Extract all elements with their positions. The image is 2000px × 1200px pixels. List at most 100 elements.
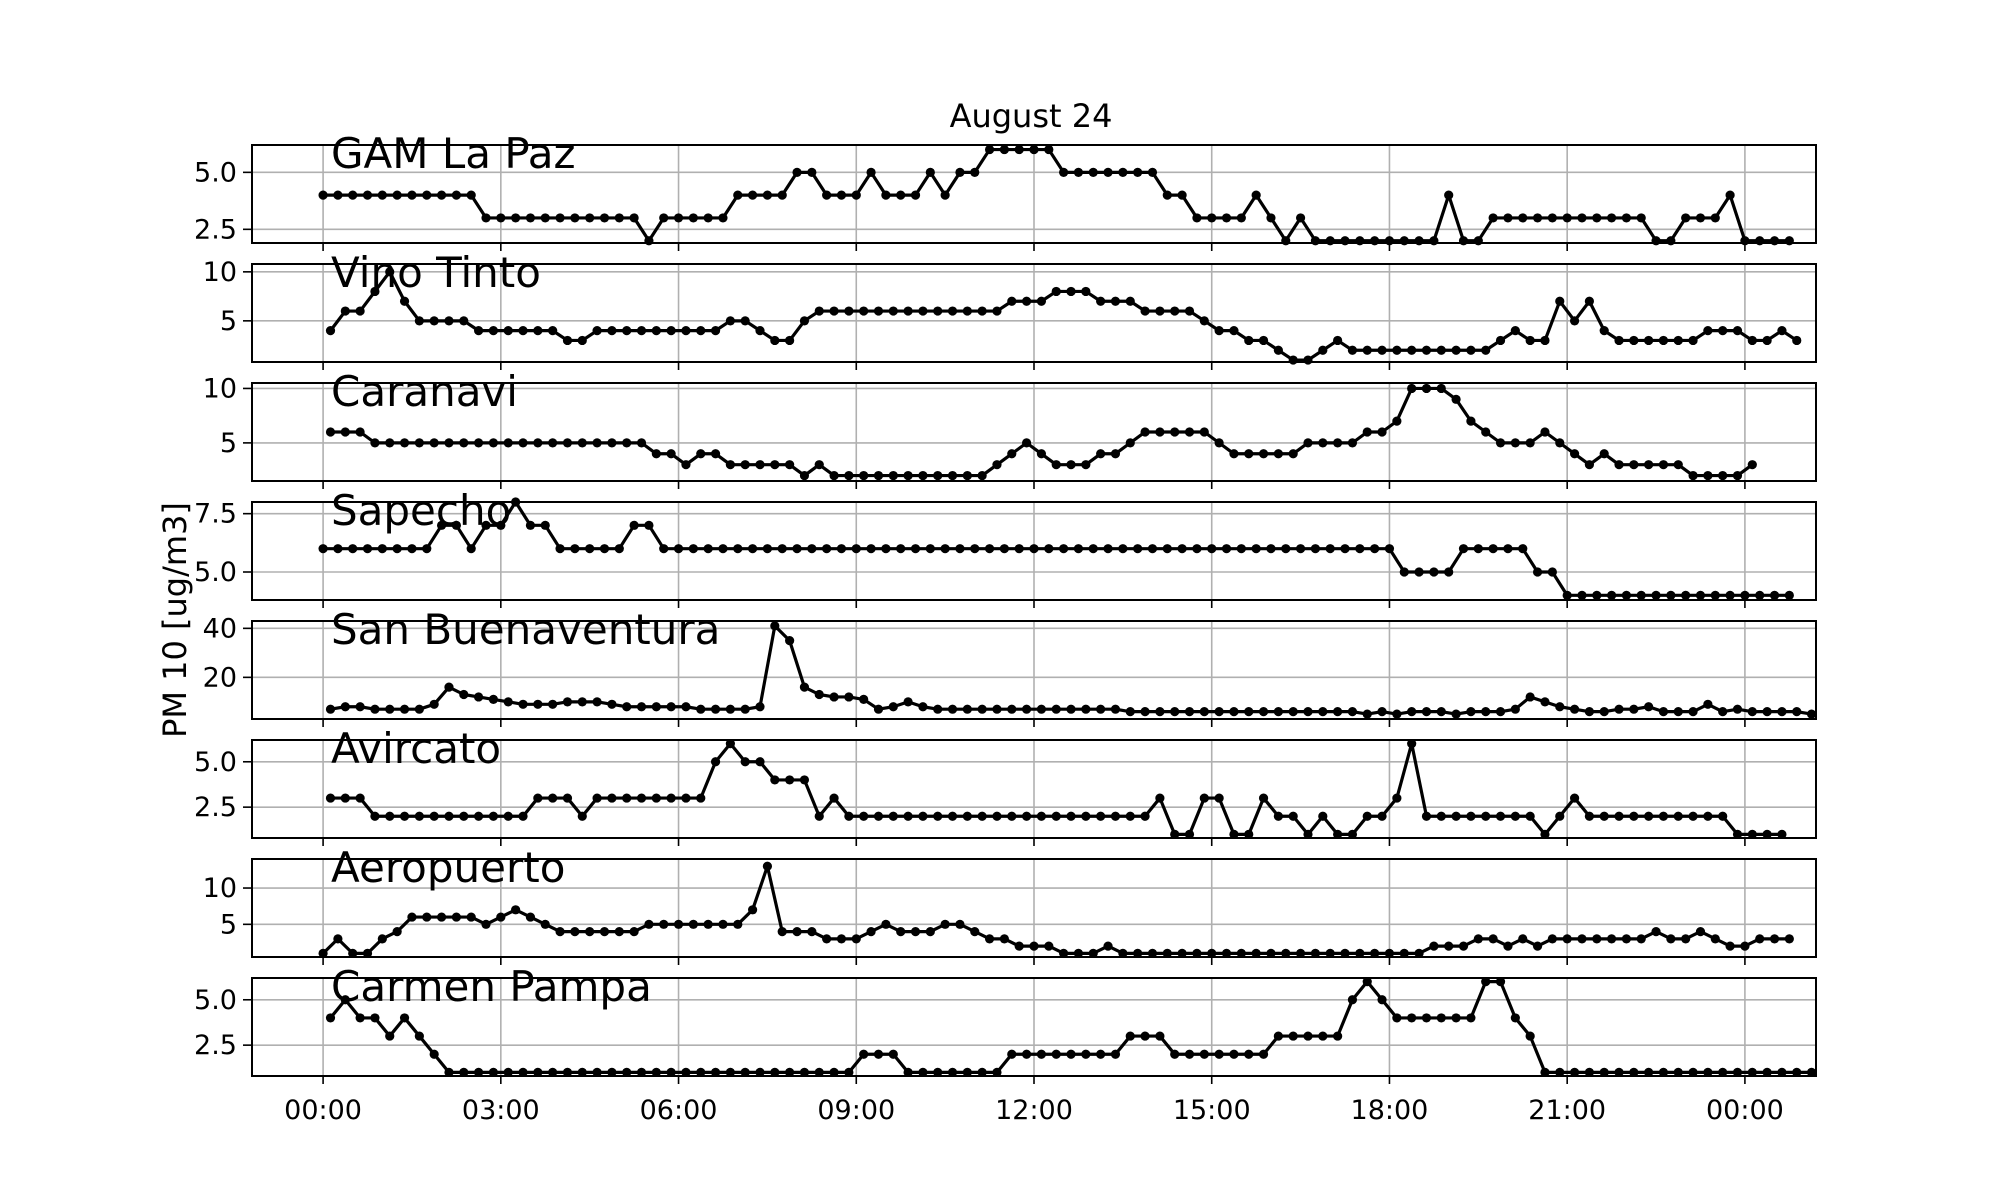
data-point: [1488, 934, 1498, 944]
data-point: [755, 702, 765, 712]
data-point: [799, 775, 810, 785]
y-tick-label: 2.5: [194, 214, 237, 245]
data-point: [1170, 427, 1180, 437]
data-point: [607, 326, 617, 336]
data-point: [940, 544, 950, 554]
data-point: [1681, 213, 1691, 223]
data-point: [762, 544, 773, 554]
data-point: [755, 1067, 765, 1077]
data-point: [1221, 948, 1232, 958]
data-point: [1133, 948, 1143, 958]
data-point: [1140, 1031, 1150, 1041]
data-point: [703, 213, 713, 223]
data-point: [910, 190, 921, 200]
data-point: [607, 699, 617, 709]
data-point: [585, 544, 595, 554]
data-point: [1221, 544, 1232, 554]
data-point: [1607, 213, 1617, 223]
data-point: [1288, 1031, 1298, 1041]
x-tick-label: 21:00: [1528, 1095, 1606, 1126]
data-point: [1347, 829, 1358, 839]
data-point: [1510, 326, 1520, 336]
data-point: [1192, 948, 1202, 958]
data-point: [1503, 544, 1513, 554]
data-point: [1688, 335, 1698, 346]
data-point: [777, 926, 787, 937]
data-point: [748, 544, 758, 554]
panel-1: 5 10 Vino Tinto: [203, 248, 1817, 370]
data-point: [1444, 941, 1454, 951]
data-point: [1673, 460, 1683, 470]
data-point: [807, 544, 817, 554]
data-point: [555, 926, 565, 937]
data-point: [318, 544, 328, 554]
data-point: [777, 190, 787, 200]
data-point: [1036, 704, 1047, 714]
data-point: [666, 793, 676, 803]
data-point: [710, 757, 721, 767]
data-point: [1155, 793, 1165, 803]
data-point: [325, 793, 336, 803]
station-label: Aeropuerto: [331, 843, 565, 892]
data-point: [977, 470, 987, 481]
data-point: [822, 934, 832, 944]
data-point: [1088, 544, 1098, 554]
data-point: [1147, 544, 1158, 554]
data-point: [496, 213, 506, 223]
data-point: [814, 811, 824, 821]
data-point: [1021, 1049, 1032, 1059]
data-point: [770, 775, 780, 785]
data-point: [659, 213, 669, 223]
data-point: [1599, 326, 1609, 336]
data-point: [1725, 190, 1735, 200]
data-point: [1525, 438, 1535, 448]
data-point: [1207, 213, 1217, 223]
data-point: [1236, 213, 1246, 223]
data-point: [1258, 1049, 1269, 1059]
data-point: [474, 1067, 484, 1077]
y-tick-label: 5.0: [194, 985, 237, 1016]
data-point: [362, 190, 373, 200]
data-point: [399, 296, 410, 306]
data-point: [1244, 449, 1254, 459]
data-point: [1177, 544, 1187, 554]
data-point: [673, 213, 684, 223]
data-point: [444, 316, 454, 326]
data-point: [1207, 544, 1217, 554]
data-point: [777, 544, 787, 554]
data-point: [1303, 829, 1313, 839]
data-point: [1414, 948, 1424, 958]
data-point: [733, 919, 743, 929]
data-point: [325, 1013, 336, 1023]
data-point: [1451, 345, 1461, 355]
data-point: [918, 811, 928, 821]
data-point: [1681, 590, 1691, 600]
data-point: [1096, 704, 1106, 714]
data-point: [933, 306, 943, 316]
data-point: [1518, 934, 1528, 944]
data-point: [1133, 167, 1143, 177]
data-point: [377, 544, 387, 554]
data-point: [518, 438, 528, 448]
data-point: [703, 544, 713, 554]
data-point: [1155, 707, 1165, 717]
data-point: [762, 861, 773, 871]
data-point: [1318, 438, 1328, 448]
data-point: [925, 926, 935, 937]
data-point: [1258, 707, 1269, 717]
data-point: [903, 811, 913, 821]
data-point: [740, 316, 750, 326]
data-point: [362, 948, 373, 958]
data-point: [1214, 793, 1224, 803]
data-point: [614, 544, 624, 554]
data-point: [370, 286, 380, 297]
data-point: [1392, 709, 1402, 719]
data-point: [807, 167, 817, 177]
data-point: [829, 1067, 839, 1077]
data-point: [873, 1049, 884, 1059]
data-point: [888, 470, 898, 481]
data-point: [1540, 697, 1550, 707]
data-point: [1066, 704, 1076, 714]
data-point: [1021, 811, 1032, 821]
